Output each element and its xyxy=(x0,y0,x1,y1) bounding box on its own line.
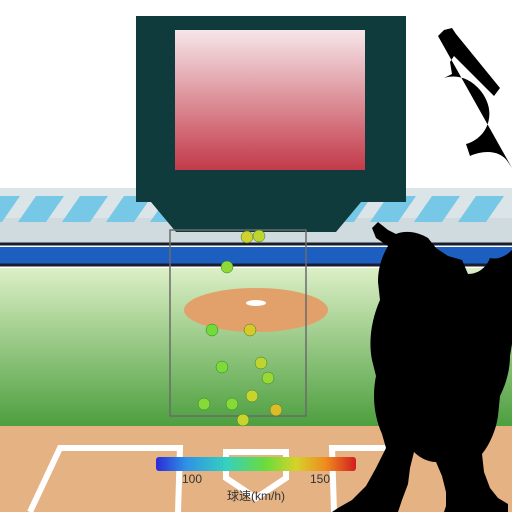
pitch-marker xyxy=(262,372,274,384)
pitch-marker xyxy=(244,324,256,336)
pitch-marker xyxy=(206,324,218,336)
pitch-marker xyxy=(226,398,238,410)
scoreboard-screen xyxy=(175,30,365,170)
colorbar-ticks: 100 150 xyxy=(156,472,356,486)
pitch-marker xyxy=(221,261,233,273)
colorbar-label: 球速(km/h) xyxy=(156,487,356,504)
pitch-marker xyxy=(198,398,210,410)
colorbar-gradient xyxy=(156,457,356,471)
pitch-marker xyxy=(253,230,265,242)
scene-svg xyxy=(0,0,512,512)
pitch-marker xyxy=(246,390,258,402)
pitch-marker xyxy=(216,361,228,373)
pitch-marker xyxy=(237,414,249,426)
pitch-marker xyxy=(270,404,282,416)
colorbar-tick-low: 100 xyxy=(182,472,202,486)
scoreboard-base xyxy=(151,202,361,232)
pitch-marker xyxy=(255,357,267,369)
pitching-rubber xyxy=(246,300,266,306)
colorbar-legend: 100 150 球速(km/h) xyxy=(156,457,356,504)
pitch-location-chart: 100 150 球速(km/h) xyxy=(0,0,512,512)
colorbar-tick-high: 150 xyxy=(310,472,330,486)
pitch-marker xyxy=(241,231,253,243)
